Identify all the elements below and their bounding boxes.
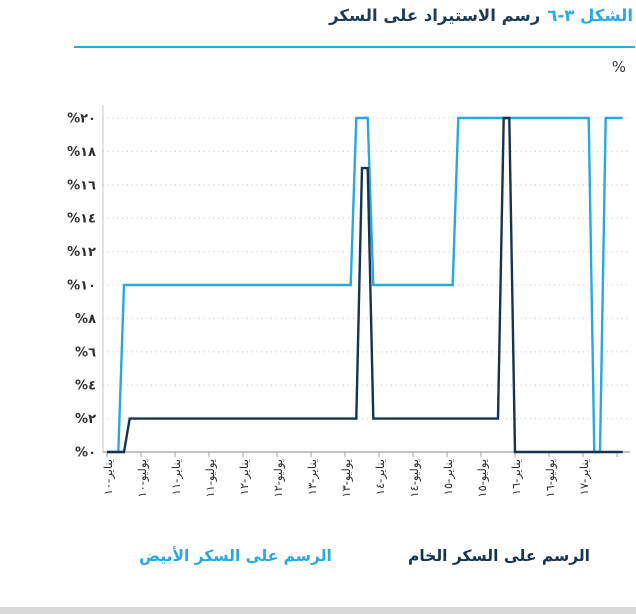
title-divider <box>74 46 635 48</box>
y-axis-label: %١٤ <box>67 212 96 227</box>
y-axis-label: %٢ <box>75 412 96 427</box>
x-axis-label: يناير-١٤ <box>373 459 388 495</box>
series-raw-sugar-line <box>107 116 623 454</box>
y-axis-label: %٨ <box>75 312 96 327</box>
x-axis-label: يناير-١٣ <box>305 459 320 495</box>
x-axis-label: يوليو-١٢ <box>271 459 286 498</box>
y-axis-label: %١٢ <box>67 245 96 260</box>
x-axis-label: يناير-١٥ <box>441 459 456 495</box>
x-axis-label: يناير-١٦ <box>509 459 524 495</box>
y-axis-unit-label: % <box>611 58 626 76</box>
y-axis-label: %٠ <box>75 446 96 461</box>
x-axis-label: يناير-١٢ <box>237 459 252 495</box>
y-axis-label: %٤ <box>75 379 96 394</box>
x-axis-label: يوليو-١٤ <box>407 459 422 498</box>
y-axis-label: %١٠ <box>67 279 96 294</box>
chart-title-text: رسم الاستيراد على السكر <box>329 6 541 25</box>
figure-number: الشكل ٣-٦ <box>547 6 633 25</box>
chart-title: الشكل ٣-٦ رسم الاستيراد على السكر <box>329 6 633 25</box>
x-axis-label: يوليو-١١ <box>203 459 218 498</box>
x-axis-label: يناير-١١ <box>169 459 184 495</box>
x-axis-label: يوليو-١٦ <box>543 459 558 498</box>
x-axis-label: يوليو-١٥ <box>475 459 490 498</box>
x-axis-label: يوليو-١٣ <box>339 459 354 498</box>
page-footer-strip <box>0 607 636 614</box>
x-axis-label: يناير-١٧ <box>577 459 592 495</box>
y-axis-label: %٦ <box>75 345 96 360</box>
legend-white-sugar: الرسم على السكر الأبيض <box>139 547 332 565</box>
y-axis-label: %١٨ <box>67 145 96 160</box>
y-axis-label: %٢٠ <box>67 112 96 127</box>
y-axis-label: %١٦ <box>67 178 96 193</box>
x-axis-label: يوليو-١٠ <box>135 459 150 498</box>
x-axis-label: يناير-١٠ <box>101 459 116 495</box>
legend-raw-sugar: الرسم على السكر الخام <box>407 547 590 565</box>
